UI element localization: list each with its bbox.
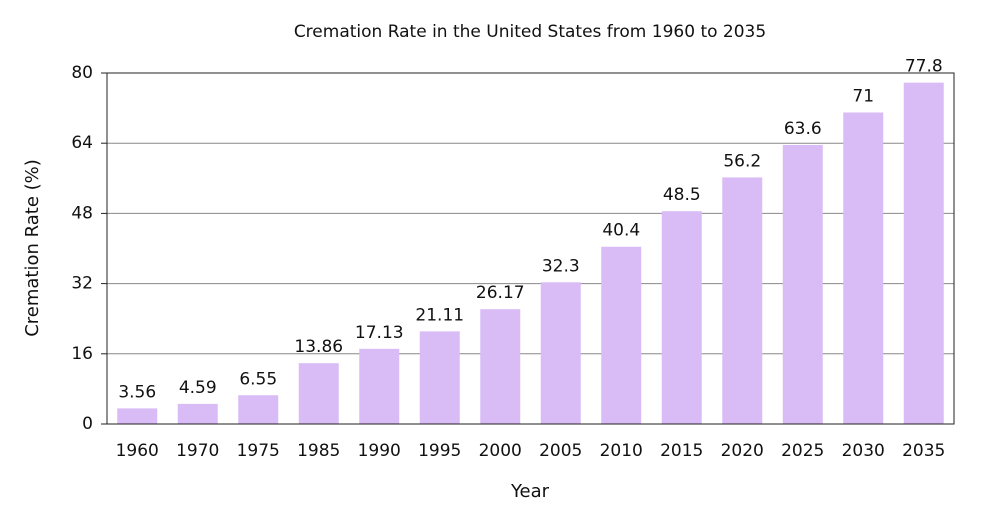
x-tick-label: 2000 — [479, 441, 522, 461]
data-label: 56.2 — [723, 151, 761, 171]
x-tick-label: 1990 — [358, 441, 401, 461]
bar — [903, 82, 944, 424]
x-tick-label: 2010 — [600, 441, 643, 461]
bar — [540, 282, 581, 424]
data-label: 32.3 — [542, 256, 580, 276]
x-tick-label: 1985 — [297, 441, 340, 461]
y-axis-label: Cremation Rate (%) — [22, 159, 43, 337]
data-label: 6.55 — [239, 369, 277, 389]
x-tick-label: 1970 — [176, 441, 219, 461]
x-tick-label: 2015 — [660, 441, 703, 461]
data-label: 17.13 — [355, 323, 404, 343]
x-tick-label: 1960 — [116, 441, 159, 461]
bar — [298, 363, 339, 424]
x-tick-label: 1995 — [418, 441, 461, 461]
x-tick-label: 2005 — [539, 441, 582, 461]
plot-frame — [106, 72, 955, 425]
grid — [101, 72, 954, 425]
bar — [843, 112, 884, 425]
x-tick-label: 2035 — [902, 441, 945, 461]
data-label: 21.11 — [415, 305, 464, 325]
bars — [117, 82, 944, 425]
bar — [601, 246, 642, 424]
data-label: 13.86 — [294, 337, 343, 357]
data-label: 77.8 — [905, 57, 943, 77]
data-label: 4.59 — [179, 378, 217, 398]
bar — [117, 408, 158, 424]
data-label: 63.6 — [784, 119, 822, 139]
bar — [722, 177, 763, 424]
bar — [661, 211, 702, 424]
y-tick-label: 80 — [71, 63, 93, 83]
bar — [177, 403, 218, 424]
data-label: 48.5 — [663, 185, 701, 205]
x-tick-label: 1975 — [237, 441, 280, 461]
x-tick-label: 2025 — [781, 441, 824, 461]
y-tick-label: 48 — [71, 203, 93, 223]
bar — [480, 309, 521, 424]
data-label: 26.17 — [476, 283, 525, 303]
x-axis-label: Year — [510, 481, 550, 502]
data-label: 71 — [852, 86, 874, 106]
bar — [359, 348, 400, 424]
bar — [782, 144, 823, 424]
data-label: 3.56 — [118, 382, 156, 402]
y-tick-label: 16 — [71, 344, 93, 364]
x-tick-label: 2020 — [721, 441, 764, 461]
data-label: 40.4 — [602, 221, 640, 241]
y-tick-label: 0 — [82, 414, 93, 434]
y-tick-label: 64 — [71, 133, 93, 153]
y-tick-label: 32 — [71, 274, 93, 294]
bar — [419, 331, 460, 424]
bar — [238, 395, 279, 424]
chart-title: Cremation Rate in the United States from… — [294, 22, 766, 42]
x-tick-label: 2030 — [842, 441, 885, 461]
